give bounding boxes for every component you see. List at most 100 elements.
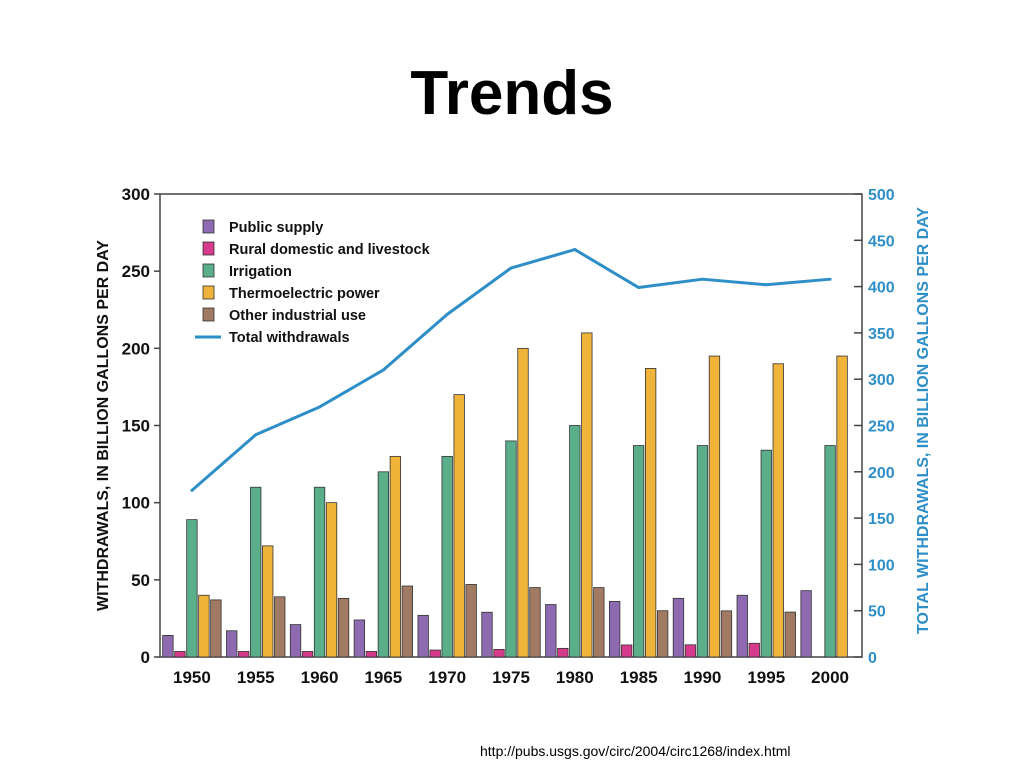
right-tick-label: 200: [868, 465, 895, 482]
x-tick-label: 2000: [811, 668, 849, 687]
bar-public-supply-1965: [353, 619, 366, 658]
bar-public-supply-1995: [736, 594, 748, 658]
legend-label: Rural domestic and livestock: [229, 242, 431, 258]
right-tick-label: 250: [868, 419, 895, 436]
x-tick-label: 1955: [237, 668, 275, 687]
slide-title: Trends: [410, 59, 614, 128]
bar-thermoelectric-power-1980: [581, 332, 593, 658]
bar-irrigation-1995: [760, 449, 772, 658]
bar-other-industrial-use-1960: [337, 597, 350, 658]
total-point-2000: [828, 277, 832, 281]
bar-other-industrial-use-1990: [720, 610, 733, 658]
left-axis-label: WITHDRAWALS, IN BILLION GALLONS PER DAY: [95, 240, 112, 611]
total-point-1980: [573, 248, 577, 252]
bar-irrigation-1990: [696, 445, 709, 658]
bar-public-supply-1975: [481, 611, 493, 658]
legend-swatch: [202, 285, 215, 300]
bar-irrigation-1955: [250, 486, 262, 658]
bar-other-industrial-use-1985: [656, 610, 669, 658]
bar-thermoelectric-power-1975: [517, 347, 529, 658]
legend-label: Public supply: [229, 220, 323, 236]
bar-rural-domestic-and-livestock-1955: [238, 651, 250, 658]
bar-rural-domestic-and-livestock-1960: [301, 651, 314, 658]
source-url[interactable]: http://pubs.usgs.gov/circ/2004/circ1268/…: [480, 743, 791, 759]
bar-other-industrial-use-1970: [465, 584, 477, 658]
total-point-1990: [700, 277, 704, 281]
x-tick-label: 1995: [747, 668, 785, 687]
total-point-1975: [509, 266, 513, 270]
bar-thermoelectric-power-1970: [453, 394, 465, 658]
bar-public-supply-1950: [162, 634, 174, 658]
bar-public-supply-1980: [545, 604, 557, 658]
bar-rural-domestic-and-livestock-1950: [174, 651, 186, 658]
legend-swatch: [202, 219, 215, 234]
bar-public-supply-1960: [289, 624, 302, 658]
right-axis-title: TOTAL WITHDRAWALS, IN BILLION GALLONS PE…: [915, 207, 932, 634]
bar-irrigation-1970: [441, 455, 453, 658]
legend-swatch: [202, 263, 215, 278]
bar-rural-domestic-and-livestock-1980: [557, 647, 569, 658]
bar-thermoelectric-power-1960: [325, 502, 338, 658]
bar-public-supply-1970: [417, 614, 429, 658]
left-tick-label: 150: [122, 417, 150, 436]
bar-other-industrial-use-1955: [274, 596, 286, 658]
x-tick-label: 1950: [173, 668, 211, 687]
bar-thermoelectric-power-1985: [644, 367, 657, 658]
bar-rural-domestic-and-livestock-1985: [620, 644, 633, 658]
total-point-1960: [318, 405, 322, 409]
legend-label: Thermoelectric power: [229, 286, 380, 302]
right-tick-label: 500: [868, 187, 895, 204]
legend-swatch: [202, 307, 215, 322]
right-tick-label: 150: [868, 511, 895, 528]
left-axis-title: WITHDRAWALS, IN BILLION GALLONS PER DAY: [95, 240, 112, 611]
left-tick-label: 0: [141, 648, 150, 667]
left-tick-label: 100: [122, 494, 150, 513]
bar-thermoelectric-power-1955: [262, 545, 274, 658]
x-tick-label: 1960: [301, 668, 339, 687]
bar-thermoelectric-power-1990: [708, 355, 721, 658]
total-point-1970: [445, 312, 449, 316]
legend-label: Irrigation: [229, 264, 292, 280]
bar-irrigation-1975: [505, 440, 517, 658]
bar-public-supply-1985: [608, 601, 621, 658]
bar-thermoelectric-power-2000: [836, 355, 848, 658]
left-axis-ticks: 0 50 100 150 200 250 300: [122, 185, 160, 667]
right-tick-label: 100: [868, 557, 895, 574]
right-tick-label: 0: [868, 650, 877, 667]
bar-rural-domestic-and-livestock-1990: [684, 644, 697, 658]
right-axis-ticks: 0 50 100 150 200 250 300 350 400 450 500: [854, 187, 895, 667]
x-tick-label: 1965: [364, 668, 402, 687]
total-point-1955: [254, 433, 258, 437]
bar-other-industrial-use-1980: [593, 587, 605, 658]
bar-rural-domestic-and-livestock-1965: [365, 651, 378, 658]
total-point-1965: [381, 368, 385, 372]
bar-irrigation-1980: [569, 425, 581, 658]
bar-irrigation-2000: [824, 445, 836, 658]
right-axis-label: TOTAL WITHDRAWALS, IN BILLION GALLONS PE…: [915, 207, 932, 634]
bar-public-supply-1955: [226, 630, 238, 658]
left-tick-label: 300: [122, 185, 150, 204]
total-withdrawals-line: [190, 248, 832, 492]
right-tick-label: 400: [868, 280, 895, 297]
bar-marks: [162, 332, 848, 658]
bar-thermoelectric-power-1995: [772, 363, 784, 658]
right-tick-label: 50: [868, 604, 886, 621]
x-tick-label: 1970: [428, 668, 466, 687]
left-tick-label: 200: [122, 339, 150, 358]
right-tick-label: 300: [868, 372, 895, 389]
left-tick-label: 250: [122, 262, 150, 281]
x-tick-label: 1980: [556, 668, 594, 687]
bar-rural-domestic-and-livestock-1970: [429, 649, 441, 658]
bar-irrigation-1960: [313, 486, 326, 658]
legend-label: Total withdrawals: [229, 330, 350, 346]
x-tick-label: 1985: [620, 668, 658, 687]
legend-swatch: [202, 241, 215, 256]
bar-public-supply-2000: [800, 590, 812, 658]
x-tick-label: 1990: [684, 668, 722, 687]
total-point-1950: [190, 488, 194, 492]
x-axis-ticks: 1950 1955 1960 1965 1970 1975 1980 1985 1990 1995…: [173, 668, 849, 687]
bar-other-industrial-use-1995: [784, 611, 796, 658]
bar-thermoelectric-power-1950: [198, 594, 210, 658]
bar-irrigation-1950: [186, 519, 198, 658]
bar-irrigation-1965: [377, 471, 390, 658]
